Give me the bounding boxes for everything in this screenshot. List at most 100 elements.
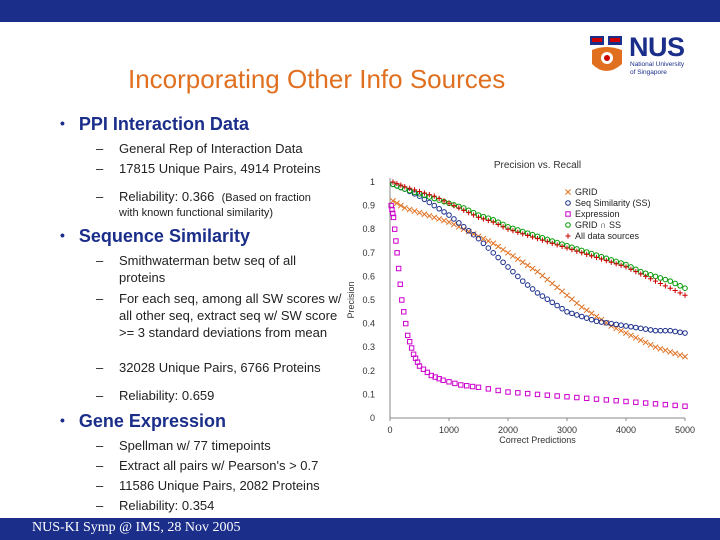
data-point-interp [397,202,404,209]
precision-recall-chart: Precision vs. Recall 0 0.1 0.2 0.3 0.4 0.5 0.6 0… [346,160,695,445]
data-point-interp [672,402,678,409]
data-point-interp [485,217,491,224]
x-tick-label: 5000 [675,425,695,435]
data-point-interp [574,312,580,318]
data-point-interp [618,322,624,328]
data-point-interp [598,319,605,325]
sub-item: –11586 Unique Pairs, 2082 Proteins [96,478,320,493]
data-point [394,250,400,256]
x-tick-label: 4000 [616,425,636,435]
data-point [475,384,482,391]
data-point [534,236,541,242]
data-point [440,377,446,383]
top-bar [0,0,720,22]
data-point [667,278,674,284]
bullet-heading: Sequence Similarity [78,226,250,246]
data-point [446,212,452,218]
x-tick-label: 2000 [498,425,518,435]
data-point-interp [441,198,447,204]
data-point [475,214,482,220]
data-point [682,353,688,360]
data-point-interp [510,268,516,275]
data-point-interp [392,226,398,232]
data-point-interp [509,252,516,259]
data-point-interp [539,272,546,279]
bullet-seq: • Sequence Similarity [60,226,250,247]
data-point-interp [554,242,560,248]
data-point [446,219,452,226]
data-point-interp [618,262,624,268]
data-point-interp [662,276,669,283]
data-point-interp [446,379,452,385]
bottom-bar [0,518,720,540]
y-tick-label: 0.8 [362,224,375,234]
data-point [549,299,556,306]
data-point [390,214,397,221]
data-point-interp [411,187,418,193]
data-point-interp [452,380,458,387]
data-point-interp [394,180,400,187]
sub-item: –32028 Unique Pairs, 6766 Proteins [96,360,321,375]
data-point-interp [672,350,679,357]
data-point [490,240,497,247]
data-point-interp [420,366,427,372]
data-point-interp [426,212,433,219]
data-point [593,318,600,325]
data-point [458,382,464,388]
data-point-interp [603,258,609,264]
legend-marker [565,233,571,239]
data-point-interp [397,281,403,287]
data-point-interp [633,269,639,275]
data-point-interp [403,320,409,327]
data-point-interp [642,339,649,346]
data-point-interp [568,296,575,303]
data-point-interp [662,283,668,289]
data-point [431,202,438,209]
data-point-interp [657,275,664,281]
sub-note: with known functional similarity) [119,207,274,219]
data-point-interp [569,310,575,317]
data-point-interp [603,397,610,403]
bullet-heading: Gene Expression [78,411,226,431]
data-point-interp [544,276,551,283]
y-tick-label: 0.3 [362,342,375,352]
legend-label: GRID ∩ SS [575,220,621,230]
data-point [490,250,497,256]
data-point-interp [672,280,678,287]
logo-wordmark: NUS [629,32,685,62]
data-point-interp [451,203,457,209]
data-point [593,313,600,320]
data-point-interp [628,323,634,330]
data-point [682,330,688,336]
data-point [564,292,570,299]
data-point [402,184,408,190]
data-point-interp [441,217,448,224]
data-point-interp [662,401,669,408]
bullet-dot-icon: • [60,227,65,243]
sub-item: – Spellman w/ 77 timepoints [96,438,271,453]
data-point [519,259,526,266]
data-point-interp [421,190,428,196]
x-tick-label: 3000 [557,425,577,435]
data-point-interp [485,245,492,251]
data-point-interp [495,243,502,250]
data-point-interp [529,265,536,272]
data-point-interp [647,276,654,282]
data-point [446,200,452,206]
data-point [652,401,659,407]
bullet-dot-icon: • [60,412,65,428]
data-point-interp [583,307,590,314]
data-point-interp [672,287,678,294]
data-point-interp [485,238,492,244]
data-point-interp [515,390,521,396]
data-point [638,271,644,277]
data-point [431,193,437,199]
data-point [682,403,688,409]
sub-item: – General Rep of Interaction Data [96,141,303,156]
data-point-interp [613,321,619,328]
data-point-interp [677,283,683,289]
data-point-interp [647,327,654,333]
data-point [461,207,467,213]
data-point [401,205,408,211]
data-point [519,278,526,284]
